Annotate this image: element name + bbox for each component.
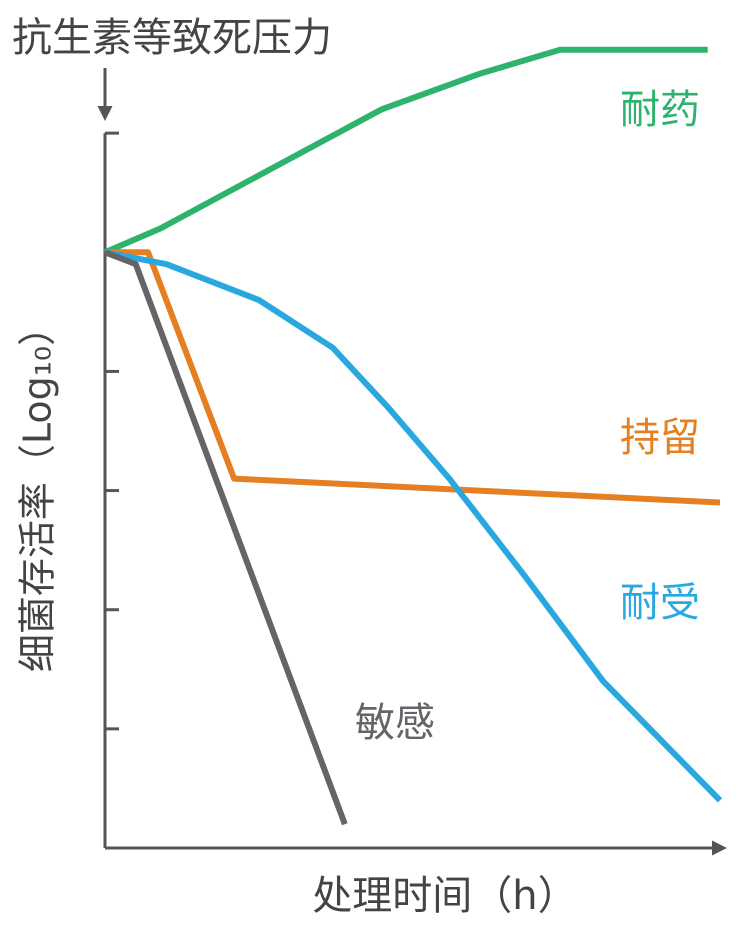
series-line: [104, 249, 723, 803]
series-label: 耐受: [620, 580, 700, 626]
series-line: [103, 46, 708, 256]
y-axis-label: 细菌存活率（Log₁₀）: [16, 308, 60, 672]
series-label: 耐药: [620, 87, 700, 133]
chart-title: 抗生素等致死压力: [12, 15, 332, 61]
series-label: 敏感: [355, 700, 435, 746]
series-line: [105, 249, 721, 506]
series-line: [103, 249, 348, 826]
x-axis-label: 处理时间（h）: [312, 873, 577, 919]
series-label: 持留: [620, 415, 700, 461]
